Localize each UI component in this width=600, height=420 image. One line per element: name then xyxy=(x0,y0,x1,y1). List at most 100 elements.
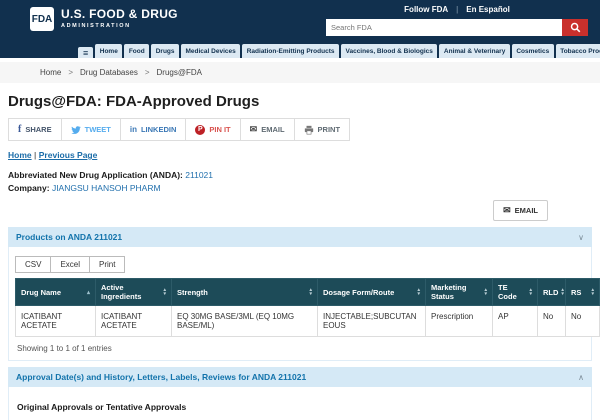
col-label: Dosage Form/Route xyxy=(323,287,395,297)
breadcrumb-separator: > xyxy=(68,68,74,77)
print-button[interactable]: Print xyxy=(89,256,126,274)
linkedin-label: LINKEDIN xyxy=(140,125,177,134)
nav-tab-tobacco[interactable]: Tobacco Products xyxy=(555,44,600,58)
main-nav: ≡ Home Food Drugs Medical Devices Radiat… xyxy=(78,44,600,58)
col-header-dosage-form[interactable]: Dosage Form/Route ▴ ▾ xyxy=(317,278,426,307)
share-bar: f SHARE TWEET in LINKEDIN P PIN IT ✉ EMA… xyxy=(8,118,351,141)
approvals-subtitle: Original Approvals or Tentative Approval… xyxy=(17,402,187,413)
nav-tab-drugs[interactable]: Drugs xyxy=(151,44,179,58)
cell-rld: No xyxy=(537,305,566,338)
nav-tab-food[interactable]: Food xyxy=(124,44,150,58)
email-button[interactable]: ✉ EMAIL xyxy=(493,200,548,222)
approvals-section-title: Approval Date(s) and History, Letters, L… xyxy=(16,372,307,383)
nav-tab-cosmetics[interactable]: Cosmetics xyxy=(511,44,554,58)
fda-logo[interactable]: FDA U.S. FOOD & DRUG ADMINISTRATION xyxy=(30,7,178,31)
nav-tab-radiation[interactable]: Radiation-Emitting Products xyxy=(242,44,339,58)
previous-page-link[interactable]: Previous Page xyxy=(38,150,98,160)
sort-asc-icon: ▴ xyxy=(86,289,90,296)
chevron-down-icon: ∨ xyxy=(578,232,584,242)
print-label: PRINT xyxy=(317,125,341,134)
csv-button[interactable]: CSV xyxy=(15,256,52,274)
share-label: SHARE xyxy=(25,125,52,134)
share-facebook-button[interactable]: f SHARE xyxy=(9,119,62,140)
col-label: Strength xyxy=(177,287,208,297)
nav-tab-home[interactable]: Home xyxy=(95,44,123,58)
share-linkedin-button[interactable]: in LINKEDIN xyxy=(121,119,187,140)
nav-tab-animal[interactable]: Animal & Veterinary xyxy=(439,44,510,58)
pinit-label: PIN IT xyxy=(209,125,231,134)
search-input[interactable] xyxy=(326,19,562,36)
share-email-button[interactable]: ✉ EMAIL xyxy=(241,119,295,140)
company-name-link[interactable]: JIANGSU HANSOH PHARM xyxy=(51,183,161,194)
email-button-label: EMAIL xyxy=(514,206,538,216)
cell-strength: EQ 30MG BASE/3ML (EQ 10MG BASE/ML) xyxy=(171,305,318,338)
col-label: TE Code xyxy=(498,283,517,302)
company-label: Company: xyxy=(8,183,50,194)
col-header-drug-name[interactable]: Drug Name ▴ xyxy=(15,278,96,307)
table-row: ICATIBANT ACETATE ICATIBANT ACETATE EQ 3… xyxy=(15,305,600,338)
table-entries-status: Showing 1 to 1 of 1 entries xyxy=(17,344,112,354)
products-export-buttons: CSV Excel Print xyxy=(15,256,126,274)
col-header-te-code[interactable]: TE Code ▴ ▾ xyxy=(492,278,538,307)
cell-dosage-form: INJECTABLE;SUBCUTANEOUS xyxy=(317,305,426,338)
col-label: Active Ingredients xyxy=(101,283,142,302)
col-header-rs[interactable]: RS ▴ ▾ xyxy=(565,278,600,307)
home-link[interactable]: Home xyxy=(8,150,32,160)
approvals-panel: Original Approvals or Tentative Approval… xyxy=(8,387,592,420)
twitter-bird-icon xyxy=(71,125,81,134)
share-pinterest-button[interactable]: P PIN IT xyxy=(186,119,241,140)
page-links-separator: | xyxy=(34,150,37,160)
nav-tab-medical-devices[interactable]: Medical Devices xyxy=(181,44,241,58)
anda-number-link[interactable]: 211021 xyxy=(185,170,213,180)
hamburger-menu-icon[interactable]: ≡ xyxy=(78,47,94,58)
breadcrumb-home[interactable]: Home xyxy=(40,68,62,77)
approvals-section-header[interactable]: Approval Date(s) and History, Letters, L… xyxy=(8,367,592,388)
anda-label: Abbreviated New Drug Application (ANDA): xyxy=(8,170,183,180)
share-print-button[interactable]: PRINT xyxy=(295,119,350,140)
col-label: Marketing Status xyxy=(431,283,467,302)
sort-both-icon: ▴ ▾ xyxy=(529,287,532,298)
breadcrumb: Home > Drug Databases > Drugs@FDA xyxy=(0,62,600,83)
cell-te-code: AP xyxy=(492,305,538,338)
products-table: Drug Name ▴ Active Ingredients ▴ ▾ Streng… xyxy=(15,278,600,338)
cell-marketing-status: Prescription xyxy=(425,305,493,338)
facebook-icon: f xyxy=(18,124,22,135)
breadcrumb-current: Drugs@FDA xyxy=(156,68,202,77)
email-label: EMAIL xyxy=(261,125,285,134)
pinterest-icon: P xyxy=(195,124,206,135)
sort-both-icon: ▴ ▾ xyxy=(561,287,564,298)
nav-tab-vaccines[interactable]: Vaccines, Blood & Biologics xyxy=(340,44,438,58)
excel-button[interactable]: Excel xyxy=(50,256,91,274)
products-section-header[interactable]: Products on ANDA 211021 ∨ xyxy=(8,227,592,248)
col-label: Drug Name xyxy=(21,287,62,297)
en-espanol-link[interactable]: En Español xyxy=(466,5,510,14)
logo-line2: ADMINISTRATION xyxy=(61,23,131,29)
col-header-rld[interactable]: RLD ▴ ▾ xyxy=(537,278,566,307)
sort-both-icon: ▴ ▾ xyxy=(484,287,487,298)
breadcrumb-separator: > xyxy=(144,68,150,77)
magnifier-icon xyxy=(570,22,580,33)
fda-logo-icon: FDA xyxy=(30,7,54,31)
cell-drug-name: ICATIBANT ACETATE xyxy=(15,305,96,338)
col-header-active-ingredients[interactable]: Active Ingredients ▴ ▾ xyxy=(95,278,172,307)
follow-fda-link[interactable]: Follow FDA xyxy=(404,5,449,14)
breadcrumb-drug-databases[interactable]: Drug Databases xyxy=(80,68,138,77)
sort-both-icon: ▴ ▾ xyxy=(591,287,594,298)
cell-active-ingredients: ICATIBANT ACETATE xyxy=(95,305,172,338)
application-info: Abbreviated New Drug Application (ANDA):… xyxy=(8,169,592,195)
header-link-separator: | xyxy=(456,5,459,14)
chevron-up-icon: ∧ xyxy=(578,372,584,382)
site-header: FDA U.S. FOOD & DRUG ADMINISTRATION Foll… xyxy=(0,0,600,58)
search-button[interactable] xyxy=(562,19,588,36)
tweet-label: TWEET xyxy=(84,125,111,134)
envelope-icon: ✉ xyxy=(503,205,511,216)
col-header-marketing-status[interactable]: Marketing Status ▴ ▾ xyxy=(425,278,493,307)
page-links: Home | Previous Page xyxy=(8,150,592,160)
col-header-strength[interactable]: Strength ▴ ▾ xyxy=(171,278,318,307)
cell-rs: No xyxy=(565,305,600,338)
share-twitter-button[interactable]: TWEET xyxy=(62,119,121,140)
sort-both-icon: ▴ ▾ xyxy=(417,287,420,298)
printer-icon xyxy=(304,125,313,134)
page-title: Drugs@FDA: FDA-Approved Drugs xyxy=(8,93,260,110)
col-label: RS xyxy=(571,287,582,297)
